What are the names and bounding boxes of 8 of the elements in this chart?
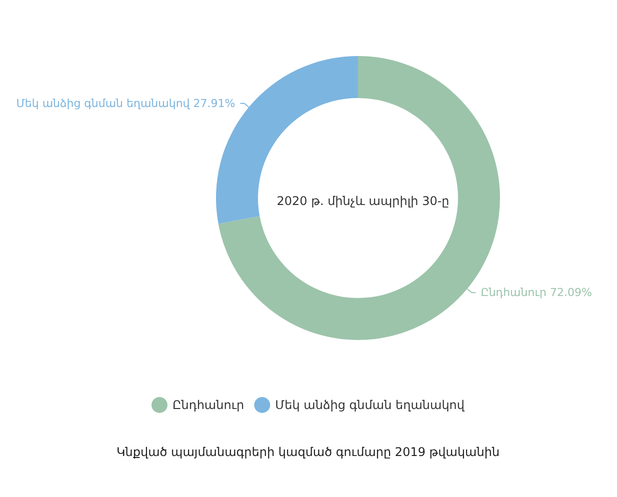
text: Կնքված պայմանագրերի կազմած գումարը 2019 թվականին bbox=[116, 445, 500, 459]
data-label: 72.09% bbox=[550, 286, 592, 300]
slice-label: Մեկ անձից գնման եղանակով bbox=[16, 96, 191, 110]
legend-label: Ընդհանուր bbox=[172, 398, 244, 412]
slice-label: Ընդհանուր bbox=[480, 286, 546, 300]
legend-label: Մեկ անձից գնման եղանակով bbox=[275, 398, 465, 412]
text: 2020 թ. մինչև ապրիլի 30-ը bbox=[276, 194, 450, 208]
data-label: 27.91% bbox=[193, 96, 236, 110]
